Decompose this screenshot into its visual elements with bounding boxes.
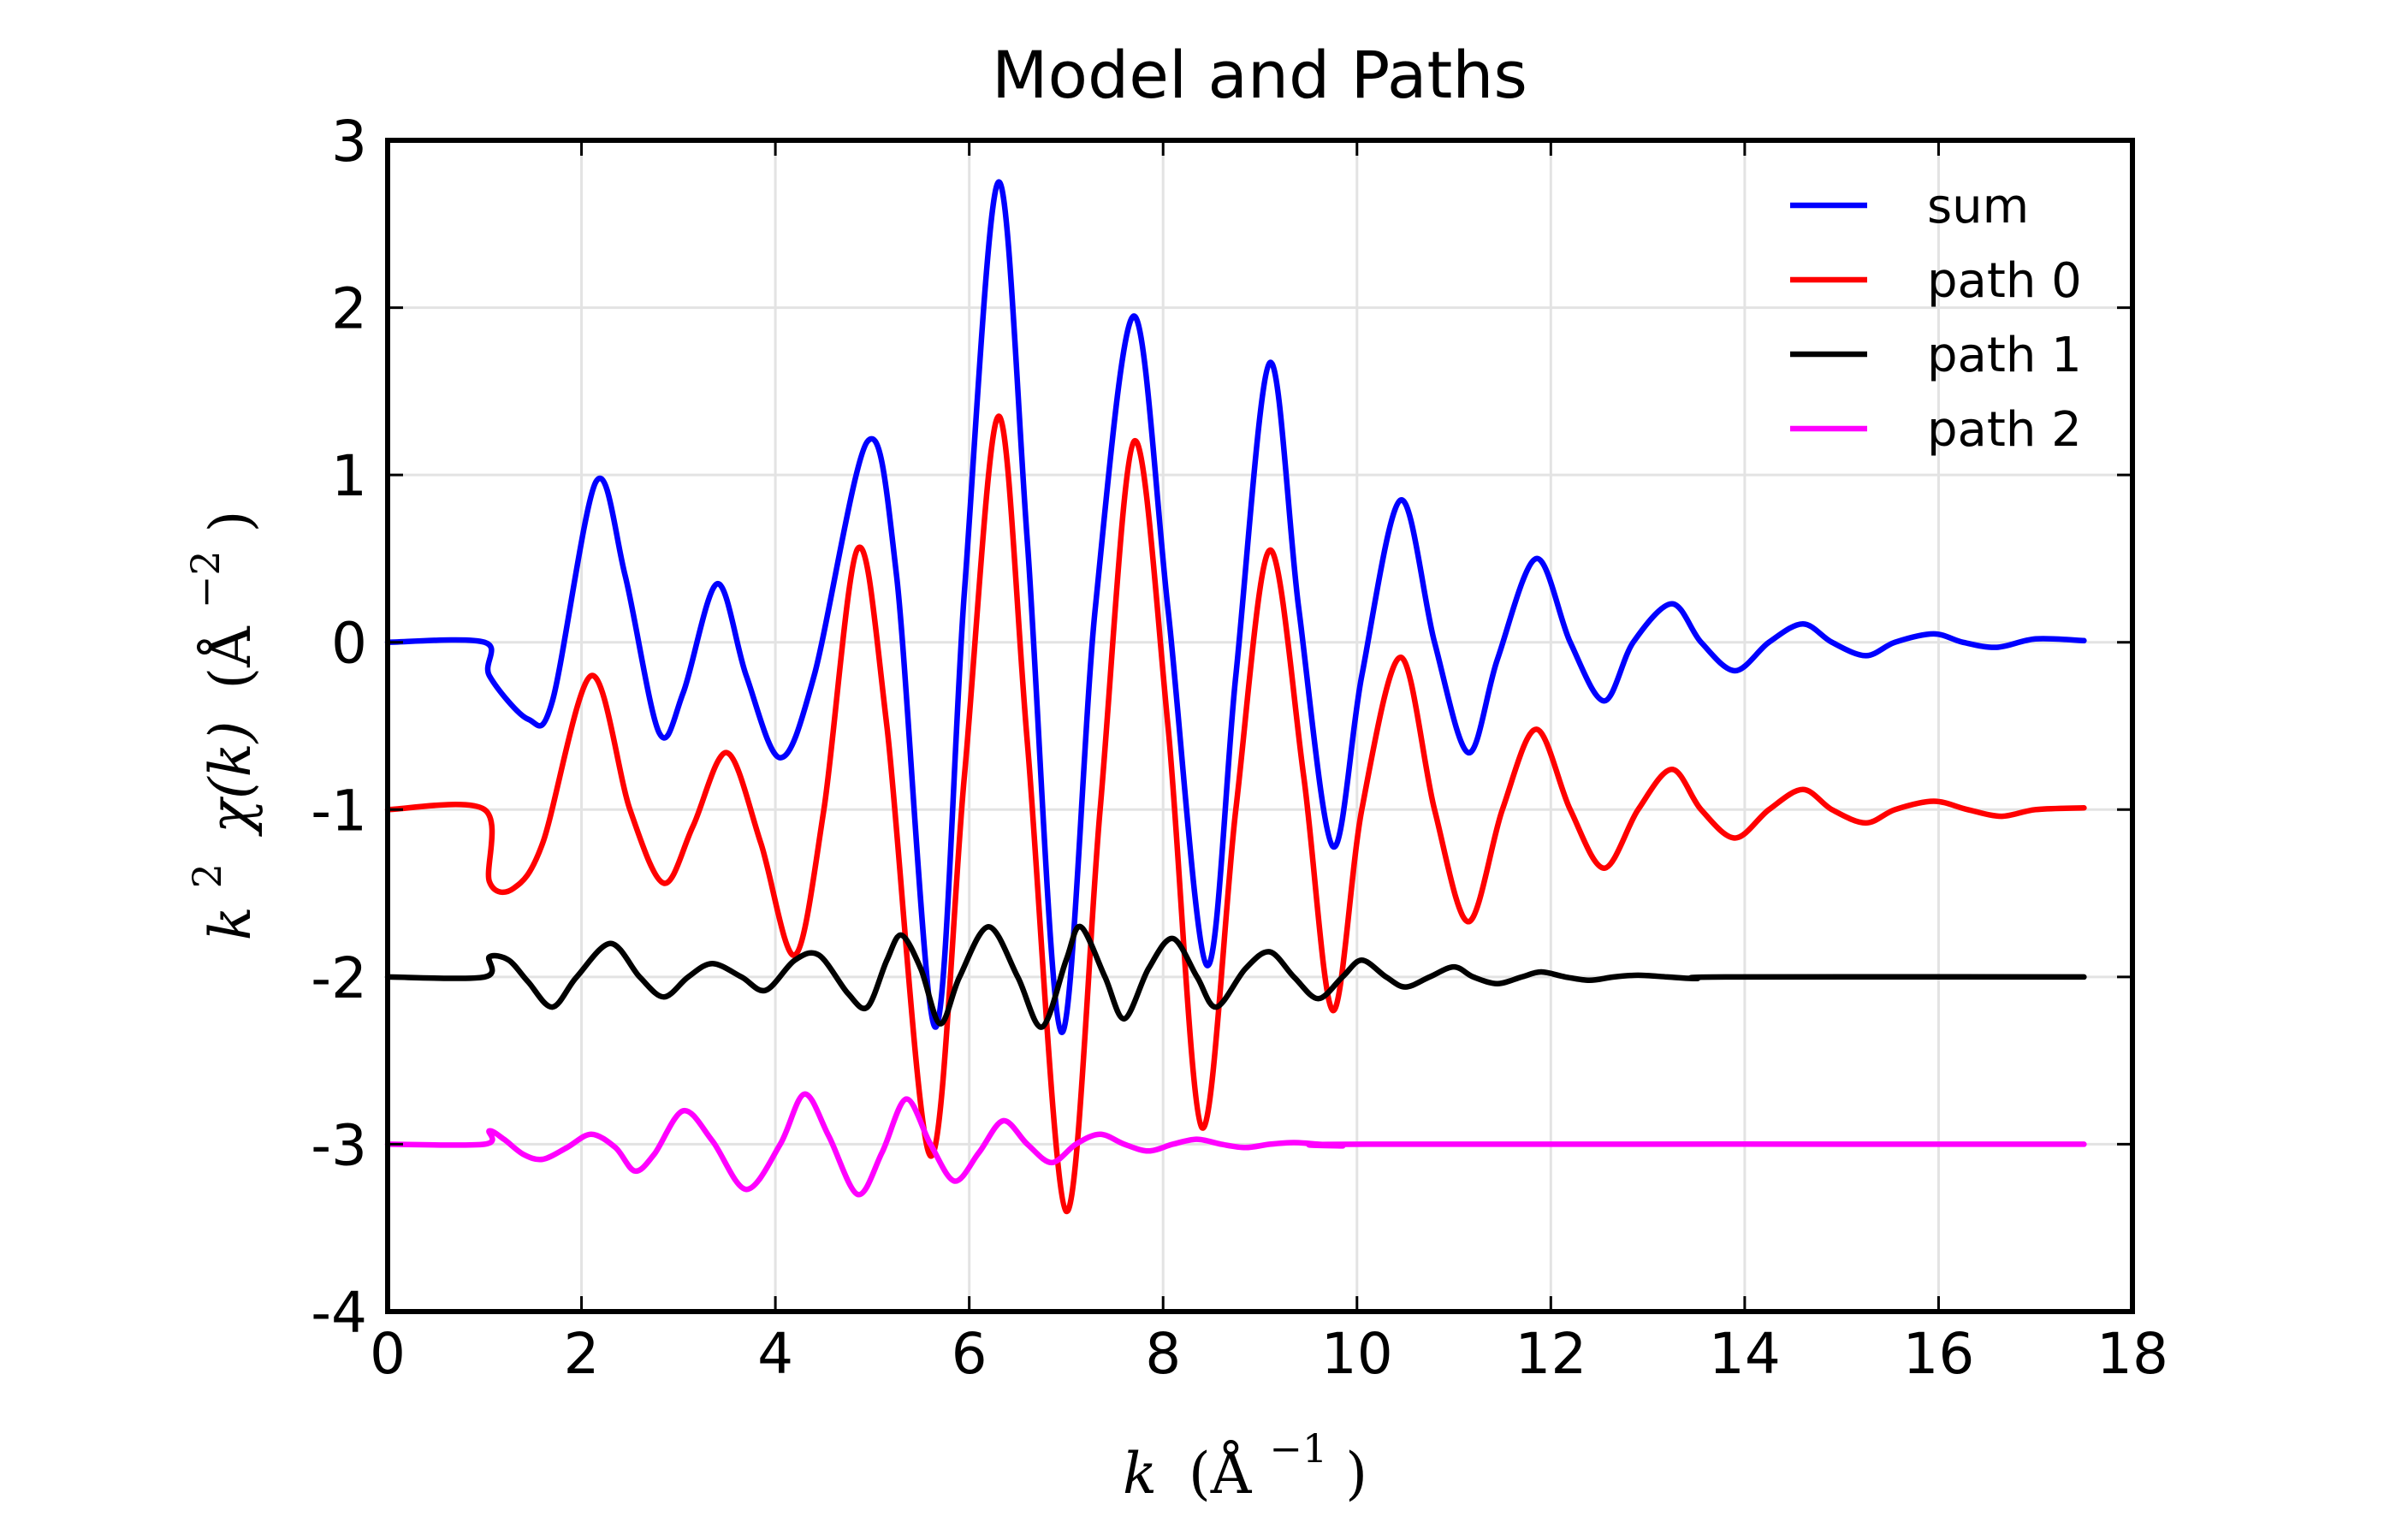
y-axis-label-close: ) <box>198 511 264 533</box>
series-line-path-0 <box>384 413 2087 1214</box>
y-tick-label: 3 <box>331 109 367 175</box>
x-tick-label: 8 <box>1145 1321 1181 1387</box>
x-axis-label: k (Å −1 ) <box>1123 1410 1367 1507</box>
legend-label: path 0 <box>1927 253 2082 309</box>
chart-title: Model and Paths <box>992 37 1527 113</box>
series-line-sum <box>384 179 2087 1035</box>
y-axis-label-open: (Å <box>198 625 264 690</box>
y-tick-label: 2 <box>331 276 367 342</box>
x-tick-label: 10 <box>1321 1321 1393 1387</box>
series-layer <box>384 179 2087 1214</box>
y-axis-label-fn: χ(k) <box>198 721 264 837</box>
x-tick-label: 6 <box>952 1321 987 1387</box>
x-axis-label-exp: −1 <box>1269 1425 1327 1472</box>
x-axis-label-var: k <box>1123 1441 1157 1507</box>
x-tick-label: 2 <box>564 1321 600 1387</box>
y-tick-labels: 3 2 1 0 -1 -2 -3 -4 <box>311 109 367 1346</box>
y-tick-label: 1 <box>331 443 367 509</box>
x-tick-label: 0 <box>370 1321 406 1387</box>
x-tick-label: 12 <box>1515 1321 1586 1387</box>
y-axis-label-var: k <box>198 906 264 940</box>
legend-label: path 2 <box>1927 402 2082 458</box>
x-tick-label: 14 <box>1709 1321 1781 1387</box>
x-tick-label: 16 <box>1902 1321 1974 1387</box>
plot-frame <box>385 138 2135 1314</box>
x-tick-label: 4 <box>757 1321 793 1387</box>
x-tick-label: 18 <box>2096 1321 2168 1387</box>
legend-label: path 1 <box>1927 328 2082 383</box>
legend-label: sum <box>1927 179 2029 234</box>
legend: sum path 0 path 1 path 2 <box>1790 179 2082 458</box>
x-axis-label-close: ) <box>1345 1441 1367 1507</box>
y-axis-label-var-exp: 2 <box>184 863 230 888</box>
x-tick-labels: 0 2 4 6 8 10 12 14 16 18 <box>370 1321 2168 1387</box>
y-tick-label: -3 <box>311 1112 367 1178</box>
y-tick-label: -4 <box>311 1280 367 1346</box>
y-axis-label-exp: −2 <box>182 550 228 608</box>
y-tick-label: -1 <box>311 778 367 844</box>
y-tick-label: 0 <box>331 611 367 677</box>
x-axis-label-open: (Å <box>1189 1441 1253 1507</box>
y-tick-label: -2 <box>311 945 367 1011</box>
series-line-path-1 <box>384 923 2087 1030</box>
series-line-path-2 <box>384 1091 2087 1198</box>
y-axis-label: k 2 χ(k) (Å −2 ) <box>167 511 264 941</box>
